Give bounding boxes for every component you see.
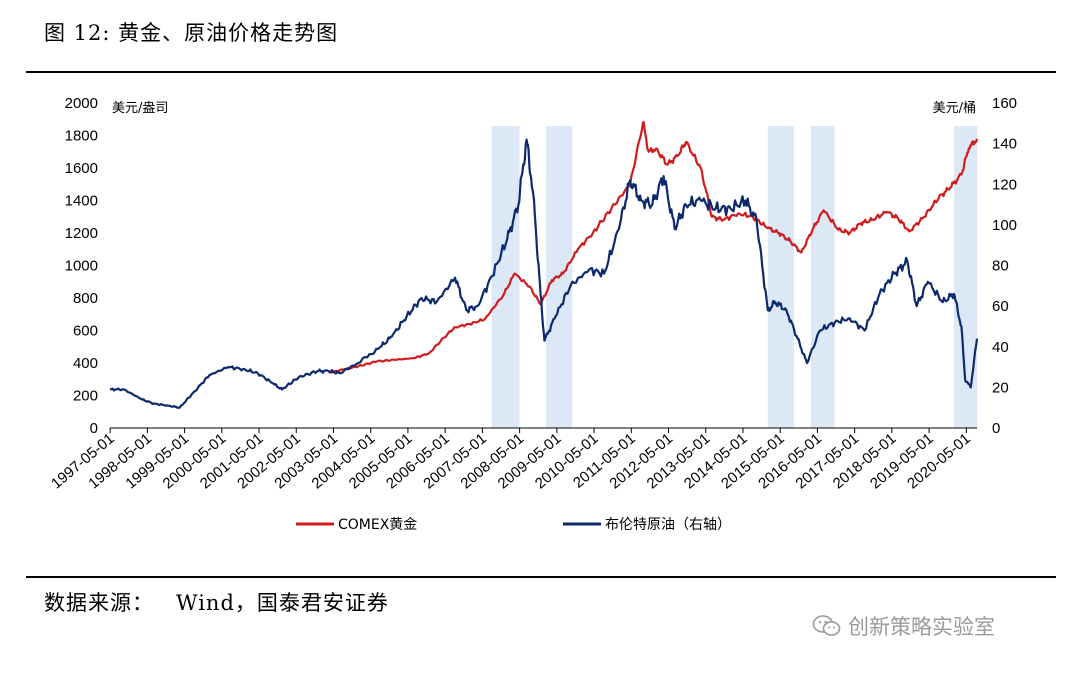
- left-tick-label: 1400: [65, 193, 98, 210]
- left-tick-label: 1600: [65, 160, 98, 177]
- legend-label: 布伦特原油（右轴）: [605, 517, 731, 533]
- left-tick-label: 800: [73, 290, 98, 307]
- top-rule: [26, 71, 1056, 73]
- left-tick-label: 0: [90, 420, 98, 437]
- right-tick-label: 100: [992, 217, 1017, 234]
- shaded-period-3: [767, 126, 795, 428]
- shaded-period-4: [810, 126, 835, 428]
- left-tick-label: 1200: [65, 225, 98, 242]
- shaded-period-1: [491, 126, 520, 428]
- right-tick-label: 40: [992, 339, 1009, 356]
- left-tick-label: 400: [73, 355, 98, 372]
- right-tick-label: 120: [992, 176, 1017, 193]
- left-axis-unit: 美元/盎司: [112, 101, 168, 116]
- right-tick-label: 60: [992, 298, 1009, 315]
- wechat-icon: [812, 615, 841, 636]
- legend-label: COMEX黄金: [338, 516, 417, 533]
- source-value: Wind，国泰君安证券: [176, 591, 389, 615]
- right-axis-unit: 美元/桶: [933, 101, 976, 116]
- source-label: 数据来源：: [44, 591, 154, 615]
- brent-series-line: [109, 138, 979, 409]
- source-note: 数据来源： Wind，国泰君安证券: [44, 587, 389, 617]
- left-tick-label: 2000: [65, 95, 98, 112]
- watermark: 创新策略实验室: [812, 611, 995, 641]
- right-tick-label: 140: [992, 136, 1017, 153]
- left-tick-label: 600: [73, 323, 98, 340]
- watermark-text: 创新策略实验室: [848, 615, 995, 639]
- right-tick-label: 20: [992, 379, 1009, 396]
- left-tick-label: 200: [73, 388, 98, 405]
- gold-oil-chart: 0 200 400 600 800 1000 1200 1400 1600 1800 2000 0 2…: [48, 95, 1017, 533]
- gold-series-line: [327, 120, 979, 374]
- right-tick-label: 0: [992, 420, 1000, 437]
- left-tick-label: 1000: [65, 258, 98, 275]
- bottom-rule: [26, 576, 1056, 578]
- right-tick-label: 80: [992, 258, 1009, 275]
- shaded-period-5: [953, 126, 977, 428]
- right-tick-label: 160: [992, 95, 1017, 112]
- left-tick-label: 1800: [65, 128, 98, 145]
- figure-title: 图 12: 黄金、原油价格走势图: [44, 21, 339, 45]
